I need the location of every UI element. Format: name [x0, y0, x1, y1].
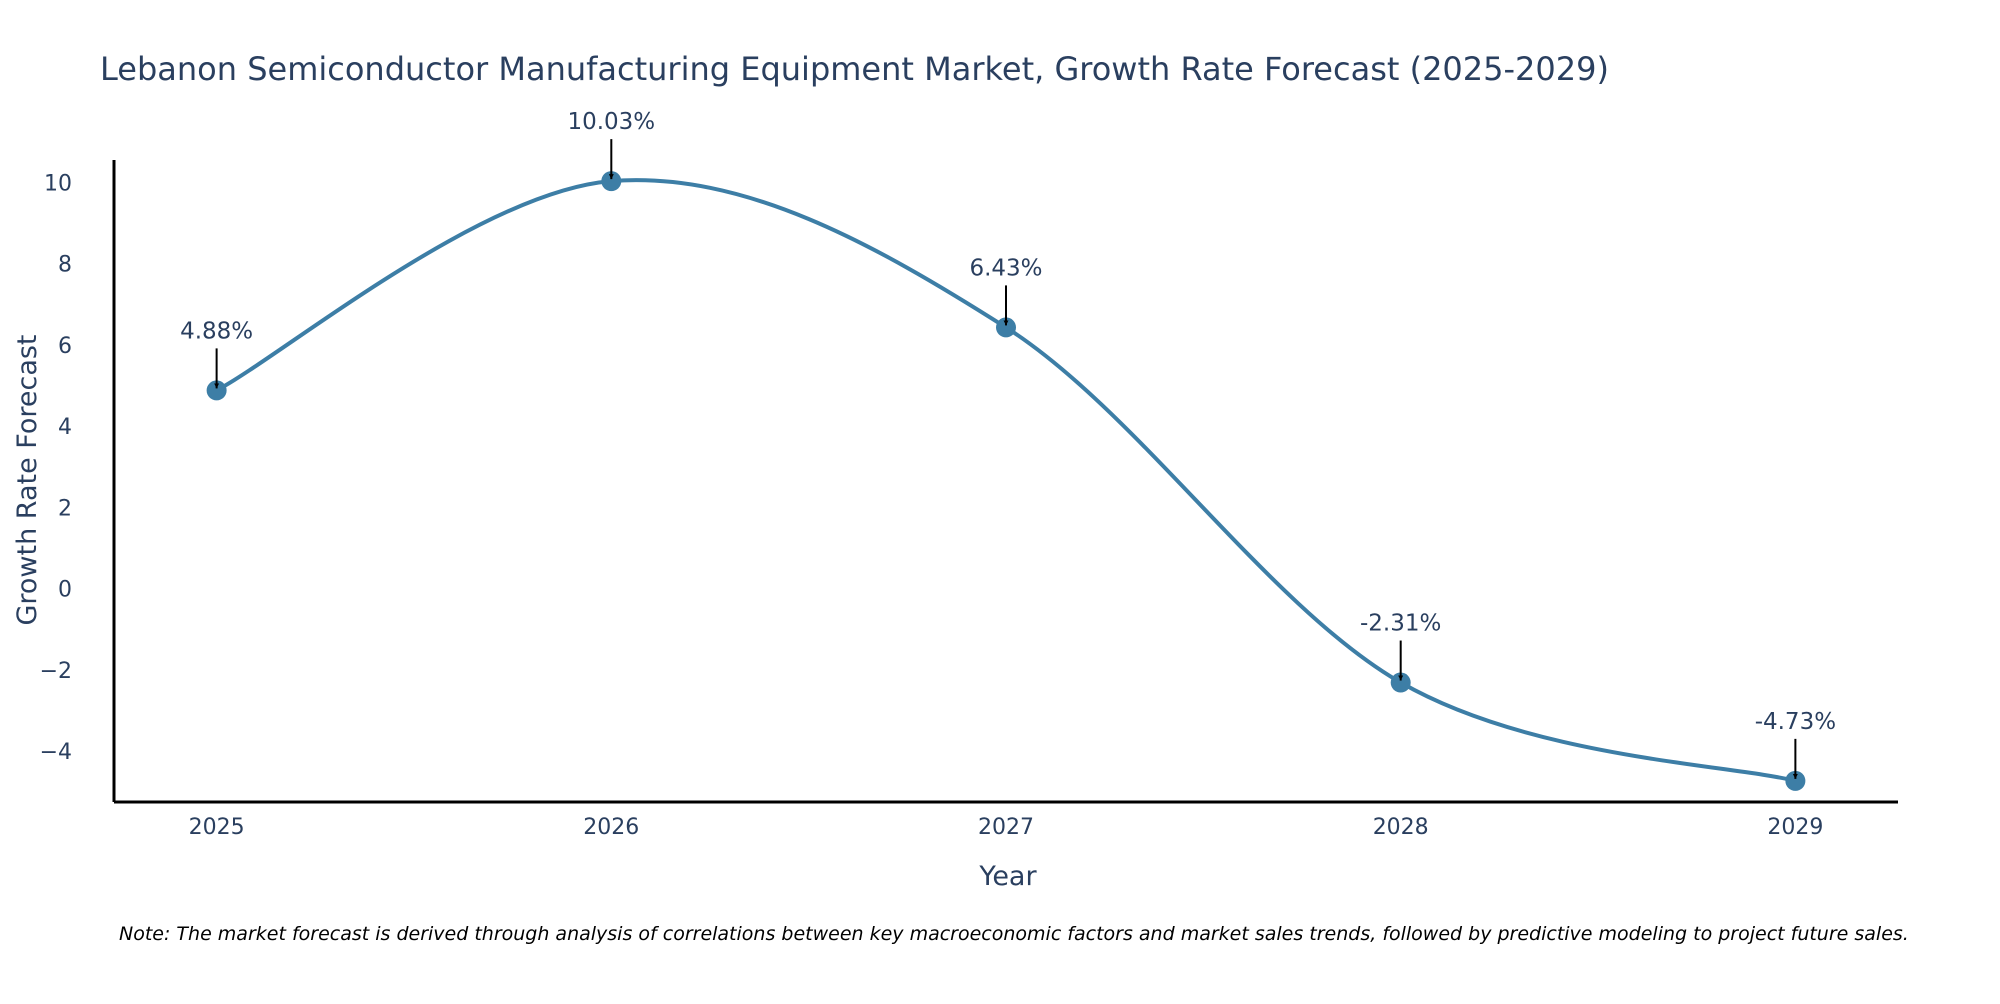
- data-point-marker: [1785, 770, 1806, 791]
- y-axis-title-group: Growth Rate Forecast: [12, 334, 43, 625]
- y-tick-label: −4: [40, 740, 72, 765]
- y-tick-label: 8: [58, 253, 72, 278]
- data-annotations: 4.88% 10.03% 6.43% -2.31% -4.73%: [180, 109, 1836, 779]
- annotation-label: 10.03%: [567, 109, 655, 135]
- annotation-label: 6.43%: [969, 255, 1042, 281]
- y-tick-label: 4: [58, 415, 72, 440]
- x-tick-label: 2025: [189, 815, 245, 840]
- x-axis-title: Year: [978, 861, 1037, 892]
- data-point-marker: [996, 317, 1016, 338]
- annotation-label: -4.73%: [1755, 709, 1836, 735]
- data-point-marker: [601, 171, 622, 192]
- x-tick-label: 2026: [583, 815, 639, 840]
- y-tick-label: 2: [58, 496, 72, 521]
- y-tick-labels: −4 −2 0 2 4 6 8 10: [40, 171, 72, 765]
- y-axis-title: Growth Rate Forecast: [12, 334, 43, 625]
- data-point-marker: [206, 380, 227, 401]
- data-point-marker: [1390, 672, 1411, 693]
- x-tick-label: 2027: [978, 815, 1034, 840]
- y-tick-label: 6: [58, 334, 72, 359]
- annotation-label: -2.31%: [1360, 611, 1441, 637]
- y-tick-label: −2: [40, 659, 72, 684]
- chart-note: Note: The market forecast is derived thr…: [119, 923, 1909, 945]
- y-tick-label: 10: [44, 171, 72, 196]
- x-tick-labels: 2025 2026 2027 2028 2029: [189, 815, 1824, 840]
- annotation-label: 4.88%: [180, 318, 253, 344]
- chart-title: Lebanon Semiconductor Manufacturing Equi…: [100, 50, 1609, 88]
- data-markers: [206, 171, 1806, 791]
- x-tick-label: 2029: [1767, 815, 1823, 840]
- y-tick-label: 0: [58, 578, 72, 603]
- x-tick-label: 2028: [1373, 815, 1429, 840]
